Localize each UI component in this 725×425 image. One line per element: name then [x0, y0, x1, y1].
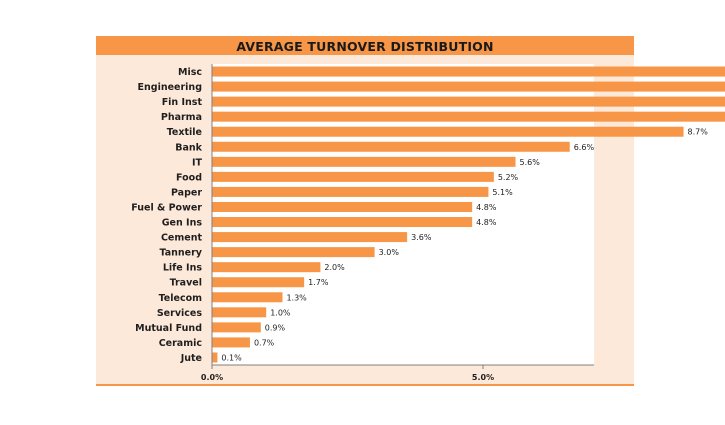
bar — [212, 307, 267, 318]
bar — [212, 292, 283, 303]
category-label: Misc — [178, 67, 202, 78]
data-label: 1.3% — [286, 293, 307, 302]
category-label: Gen Ins — [162, 218, 203, 229]
bar — [212, 201, 473, 212]
category-label: Pharma — [161, 112, 202, 123]
data-label: 4.8% — [476, 203, 497, 212]
data-label: 8.7% — [688, 128, 709, 137]
category-label: Fin Inst — [162, 97, 203, 108]
data-label: 0.7% — [254, 338, 275, 347]
bar — [212, 156, 516, 167]
category-label: Services — [157, 308, 202, 319]
category-label: Engineering — [138, 82, 202, 93]
category-label: Food — [176, 172, 202, 183]
data-label: 1.0% — [270, 308, 291, 317]
bar — [212, 232, 408, 243]
category-label: Ceramic — [159, 338, 202, 349]
bar — [212, 322, 261, 333]
data-label: 5.2% — [498, 173, 519, 182]
data-label: 1.7% — [308, 278, 329, 287]
chart-title-bar: AVERAGE TURNOVER DISTRIBUTION — [96, 36, 634, 55]
data-label: 5.6% — [520, 158, 541, 167]
bar — [212, 111, 725, 122]
data-label: 6.6% — [574, 143, 595, 152]
plot-area — [212, 64, 594, 365]
x-tick-label: 5.0% — [472, 373, 494, 382]
category-label: Fuel & Power — [131, 202, 202, 213]
data-label: 4.8% — [476, 218, 497, 227]
bar — [212, 247, 375, 258]
category-label: IT — [192, 157, 203, 168]
category-label: Textile — [167, 127, 202, 138]
bar — [212, 186, 489, 197]
bar — [212, 337, 250, 348]
data-label: 0.9% — [265, 323, 286, 332]
data-label: 0.1% — [221, 353, 242, 362]
bar — [212, 96, 725, 107]
category-label: Bank — [175, 142, 202, 153]
category-label: Paper — [171, 187, 202, 198]
bar — [212, 262, 321, 273]
category-label: Telecom — [159, 293, 203, 304]
category-label: Jute — [180, 353, 202, 364]
data-label: 5.1% — [492, 188, 513, 197]
bar — [212, 352, 218, 363]
bar — [212, 141, 570, 152]
bar — [212, 81, 725, 92]
bar — [212, 126, 684, 137]
chart-title: AVERAGE TURNOVER DISTRIBUTION — [236, 39, 494, 54]
x-tick-label: 0.0% — [201, 373, 223, 382]
category-label: Cement — [161, 233, 203, 244]
bottom-divider — [96, 384, 634, 386]
category-label: Mutual Fund — [135, 323, 202, 334]
data-label: 3.6% — [411, 233, 432, 242]
category-label: Travel — [170, 278, 202, 289]
data-label: 2.0% — [324, 263, 345, 272]
category-label: Life Ins — [163, 263, 202, 274]
bar — [212, 217, 473, 228]
data-label: 3.0% — [379, 248, 400, 257]
bar — [212, 277, 305, 288]
bar — [212, 171, 494, 182]
category-label: Tannery — [159, 248, 202, 259]
bar — [212, 66, 725, 77]
